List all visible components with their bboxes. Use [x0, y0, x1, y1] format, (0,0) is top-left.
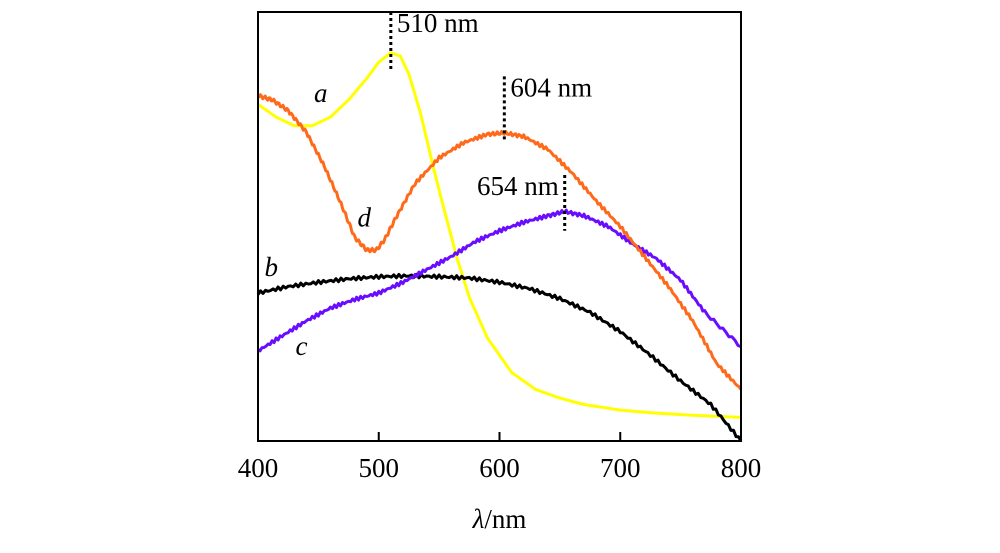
series-line-d [257, 93, 743, 391]
series-labels: a b c d [265, 78, 372, 361]
x-tick-label: 800 [721, 453, 762, 483]
x-tick-label: 600 [479, 453, 520, 483]
series-line-b [256, 272, 743, 442]
peak-label: 604 nm [510, 72, 592, 102]
x-axis-title-symbol: λ [472, 504, 485, 534]
peak-label: 654 nm [477, 171, 559, 201]
series-label: b [265, 252, 279, 282]
series-line-a [257, 51, 742, 419]
x-tick-label: 400 [238, 453, 279, 483]
plot-frame [257, 11, 742, 442]
x-axis-title-unit: /nm [484, 504, 526, 534]
series-line-c [257, 208, 742, 353]
series-label: c [295, 331, 307, 361]
series-lines [256, 51, 743, 442]
series-label: d [358, 203, 372, 233]
series-label: a [314, 78, 328, 108]
x-axis-ticks: 400 500 600 700 800 [238, 432, 762, 483]
x-tick-label: 500 [359, 453, 400, 483]
x-tick-label: 700 [600, 453, 641, 483]
x-axis-title: λ/nm [472, 504, 527, 534]
